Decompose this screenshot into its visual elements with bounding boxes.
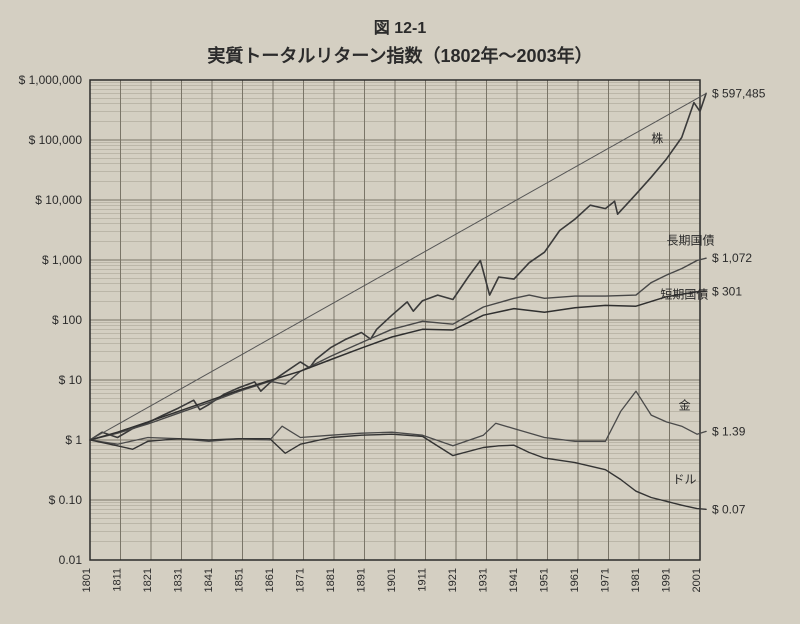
y-axis-tick-label: $ 1 — [65, 433, 82, 447]
end-value-dollar: $ 0.07 — [712, 502, 746, 516]
y-axis-tick-label: $ 1,000,000 — [19, 73, 83, 87]
x-axis-tick-label: 1981 — [630, 568, 642, 592]
series-label-stocks: 株 — [651, 131, 663, 146]
x-axis-tick-label: 1871 — [295, 568, 307, 592]
x-axis-tick-label: 1881 — [325, 568, 337, 592]
y-axis-tick-label: 0.01 — [59, 553, 83, 567]
x-axis-tick-label: 1861 — [264, 568, 276, 592]
series-label-dollar: ドル — [673, 472, 697, 486]
y-axis-tick-label: $ 0.10 — [49, 493, 83, 507]
x-axis-tick-label: 1841 — [203, 568, 215, 592]
figure-container: 図 12-1 実質トータルリターン指数（1802年～2003年） 0.01$ 0… — [0, 0, 800, 624]
x-axis-tick-label: 1831 — [173, 568, 185, 592]
end-value-short_bills: $ 301 — [712, 284, 742, 298]
x-axis-tick-label: 1821 — [142, 568, 154, 592]
y-axis-tick-label: $ 10,000 — [35, 193, 82, 207]
y-axis-tick-label: $ 100 — [52, 313, 82, 327]
y-axis-tick-label: $ 1,000 — [42, 253, 82, 267]
x-axis-tick-label: 1901 — [386, 568, 398, 592]
x-axis-tick-label: 1991 — [661, 568, 673, 592]
x-axis-tick-label: 1811 — [112, 568, 124, 592]
y-axis-tick-label: $ 10 — [59, 373, 83, 387]
x-axis-tick-label: 1891 — [356, 568, 368, 592]
end-value-gold: $ 1.39 — [712, 424, 746, 438]
y-axis-tick-label: $ 100,000 — [29, 133, 83, 147]
x-axis-tick-label: 1941 — [508, 568, 520, 592]
x-axis-tick-label: 1951 — [539, 568, 551, 592]
x-axis-tick-label: 1931 — [478, 568, 490, 592]
x-axis-tick-label: 2001 — [691, 568, 703, 592]
end-value-stocks: $ 597,485 — [712, 86, 766, 100]
x-axis-tick-label: 1911 — [417, 568, 429, 592]
x-axis-tick-label: 1921 — [447, 568, 459, 592]
series-label-long_bonds: 長期国債 — [666, 233, 714, 248]
end-value-long_bonds: $ 1,072 — [712, 251, 752, 265]
x-axis-tick-label: 1971 — [600, 568, 612, 592]
series-label-short_bills: 短期国債 — [660, 286, 708, 301]
x-axis-tick-label: 1851 — [234, 568, 246, 592]
chart-svg: 0.01 $ 0.10 $ 1 $ 10 $ 100 $ 1,000 $ 10,000 $ 1… — [0, 0, 800, 624]
series-label-gold: 金 — [679, 398, 691, 413]
x-axis-tick-label: 1801 — [81, 568, 93, 592]
x-axis-tick-label: 1961 — [569, 568, 581, 592]
